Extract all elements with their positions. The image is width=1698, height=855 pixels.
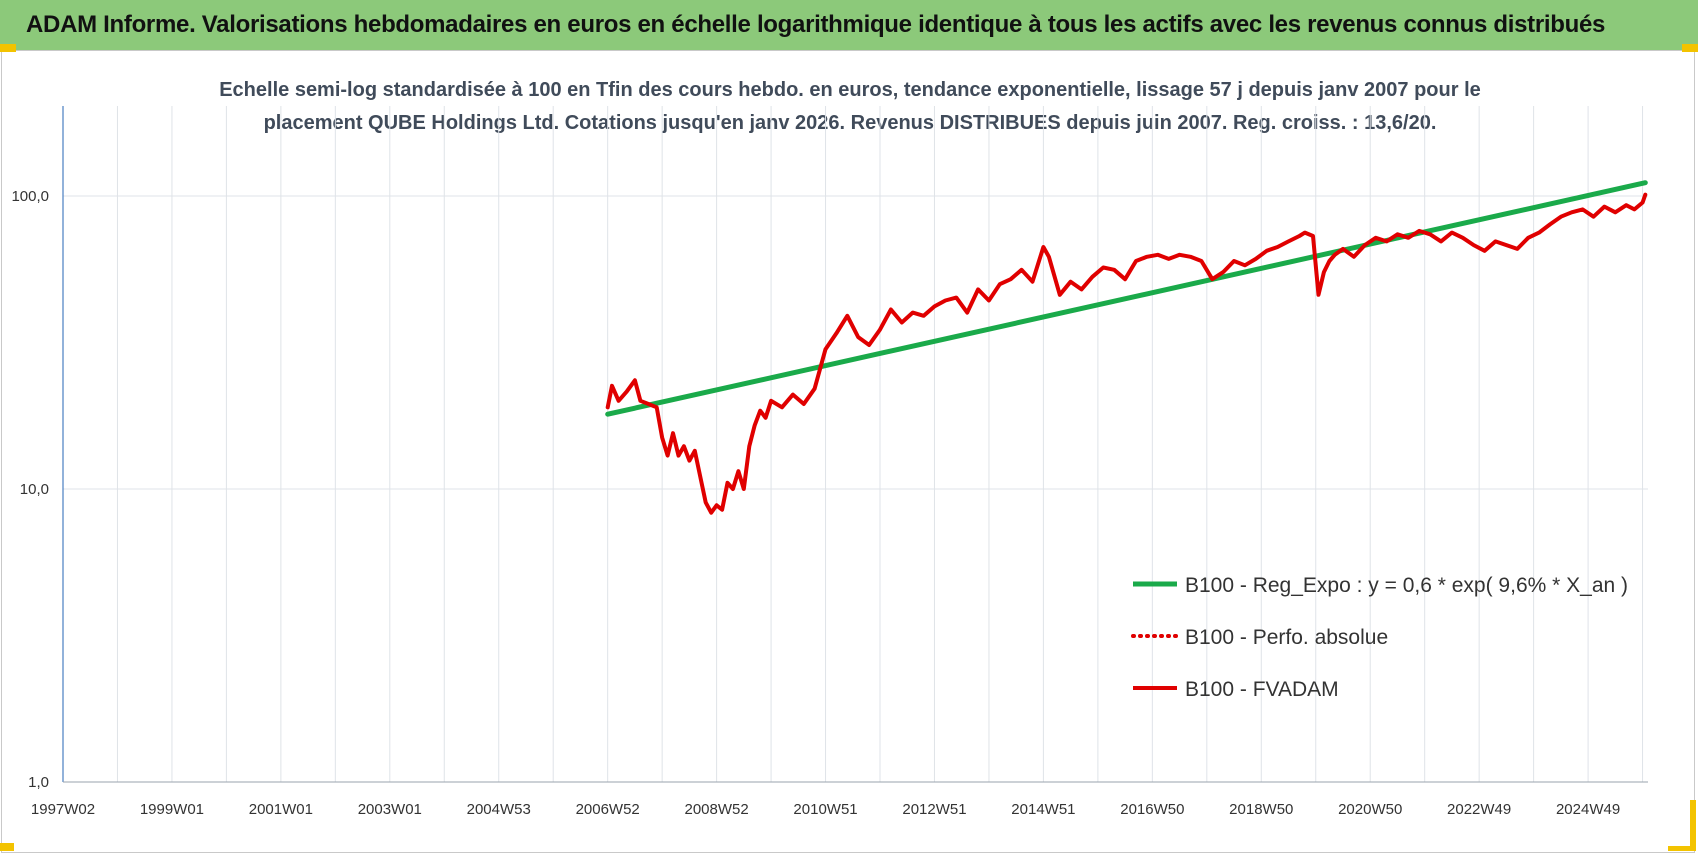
legend-entry-label: B100 - Reg_Expo : y = 0,6 * exp( 9,6% * …: [1185, 574, 1628, 597]
x-tick-label: 2003W01: [358, 801, 422, 818]
x-tick-label: 2016W50: [1120, 801, 1184, 818]
corner-marker-top-left: [0, 44, 16, 52]
series-line-fvadam: [605, 192, 1648, 515]
x-tick-label: 2004W53: [467, 801, 531, 818]
legend-entry-label: B100 - FVADAM: [1185, 678, 1339, 701]
corner-marker-bottom-right-v: [1690, 800, 1696, 850]
x-tick-label: 2006W52: [576, 801, 640, 818]
report-title-banner: ADAM Informe. Valorisations hebdomadaire…: [0, 0, 1698, 50]
x-tick-label: 2008W52: [684, 801, 748, 818]
x-tick-label: 1997W02: [31, 801, 95, 818]
y-tick-label: 100,0: [11, 188, 49, 205]
legend-entry-label: B100 - Perfo. absolue: [1185, 626, 1388, 649]
x-tick-label: 2018W50: [1229, 801, 1293, 818]
chart-frame: [1, 50, 1695, 853]
x-tick-label: 1999W01: [140, 801, 204, 818]
x-tick-label: 2024W49: [1556, 801, 1620, 818]
corner-marker-top-right: [1682, 44, 1698, 52]
corner-marker-bottom-right-h: [1668, 846, 1696, 851]
x-tick-label: 2012W51: [902, 801, 966, 818]
x-tick-label: 2022W49: [1447, 801, 1511, 818]
report-title: ADAM Informe. Valorisations hebdomadaire…: [26, 11, 1606, 38]
y-tick-label: 10,0: [20, 481, 49, 498]
chart-subtitle: Echelle semi-log standardisée à 100 en T…: [180, 74, 1520, 140]
series-line-regression: [605, 180, 1648, 417]
y-tick-label: 1,0: [28, 774, 49, 791]
x-tick-label: 2020W50: [1338, 801, 1402, 818]
chart-subtitle-line-2: placement QUBE Holdings Ltd. Cotations j…: [263, 112, 1437, 134]
chart-subtitle-line-1: Echelle semi-log standardisée à 100 en T…: [219, 79, 1481, 101]
x-tick-label: 2010W51: [793, 801, 857, 818]
x-tick-label: 2001W01: [249, 801, 313, 818]
corner-marker-bottom-left: [0, 843, 14, 851]
x-tick-label: 2014W51: [1011, 801, 1075, 818]
